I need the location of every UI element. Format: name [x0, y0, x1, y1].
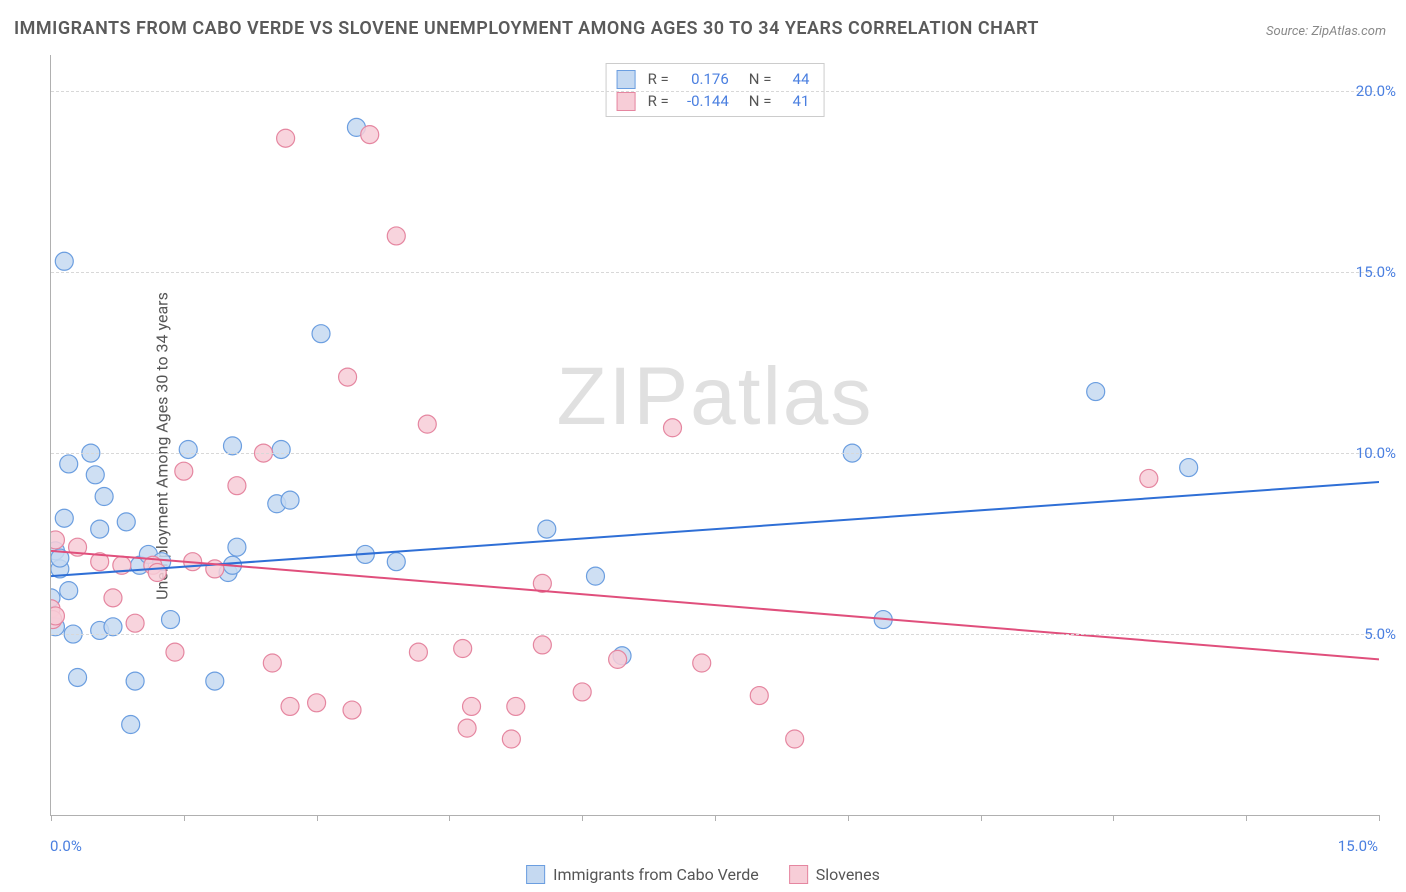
data-point — [263, 654, 281, 672]
data-point — [126, 614, 144, 632]
data-point — [750, 687, 768, 705]
data-point — [122, 716, 140, 734]
data-point — [418, 415, 436, 433]
data-point — [454, 640, 472, 658]
x-tick — [317, 815, 318, 821]
data-point — [166, 643, 184, 661]
data-point — [693, 654, 711, 672]
legend-item-series-2: Slovenes — [789, 865, 880, 884]
data-point — [361, 126, 379, 144]
legend-label-series-2: Slovenes — [816, 865, 880, 884]
x-tick — [1113, 815, 1114, 821]
data-point — [573, 683, 591, 701]
data-point — [55, 252, 73, 270]
data-point — [308, 694, 326, 712]
data-point — [343, 701, 361, 719]
x-tick — [981, 815, 982, 821]
data-point — [458, 719, 476, 737]
data-point — [1087, 383, 1105, 401]
data-point — [51, 531, 64, 549]
data-point — [281, 491, 299, 509]
data-point — [502, 730, 520, 748]
source-label: Source: — [1266, 24, 1311, 39]
chart-svg-layer — [51, 55, 1379, 815]
x-tick-label: 15.0% — [1338, 837, 1378, 855]
data-point — [55, 509, 73, 527]
data-point — [1180, 459, 1198, 477]
data-point — [86, 466, 104, 484]
data-point — [538, 520, 556, 538]
data-point — [281, 697, 299, 715]
source-value: ZipAtlas.com — [1311, 24, 1386, 39]
x-tick — [1246, 815, 1247, 821]
data-point — [463, 697, 481, 715]
data-point — [69, 668, 87, 686]
data-point — [175, 462, 193, 480]
data-point — [179, 440, 197, 458]
x-tick — [1379, 815, 1380, 821]
data-point — [104, 589, 122, 607]
source-citation: Source: ZipAtlas.com — [1266, 24, 1386, 39]
data-point — [277, 129, 295, 147]
trend-line — [51, 482, 1379, 576]
x-tick-label: 0.0% — [50, 837, 82, 855]
x-tick — [582, 815, 583, 821]
data-point — [387, 553, 405, 571]
gridline — [51, 91, 1379, 92]
y-tick-label: 20.0% — [1356, 82, 1396, 100]
legend-swatch-series-1 — [526, 865, 545, 884]
data-point — [126, 672, 144, 690]
data-point — [786, 730, 804, 748]
gridline — [51, 272, 1379, 273]
data-point — [51, 607, 64, 625]
data-point — [586, 567, 604, 585]
chart-plot-area: ZIPatlas R = 0.176 N = 44 R = -0.144 N =… — [50, 55, 1379, 816]
data-point — [117, 513, 135, 531]
gridline — [51, 453, 1379, 454]
data-point — [339, 368, 357, 386]
legend-bottom: Immigrants from Cabo Verde Slovenes — [526, 865, 880, 884]
x-tick — [184, 815, 185, 821]
data-point — [60, 455, 78, 473]
data-point — [609, 650, 627, 668]
data-point — [507, 697, 525, 715]
data-point — [148, 564, 166, 582]
x-tick — [715, 815, 716, 821]
data-point — [312, 325, 330, 343]
data-point — [272, 440, 290, 458]
y-tick-label: 10.0% — [1356, 444, 1396, 462]
x-tick — [449, 815, 450, 821]
data-point — [60, 582, 78, 600]
data-point — [162, 611, 180, 629]
y-tick-label: 5.0% — [1364, 625, 1396, 643]
data-point — [409, 643, 427, 661]
x-tick — [51, 815, 52, 821]
legend-item-series-1: Immigrants from Cabo Verde — [526, 865, 759, 884]
y-tick-label: 15.0% — [1356, 263, 1396, 281]
data-point — [228, 477, 246, 495]
legend-label-series-1: Immigrants from Cabo Verde — [553, 865, 759, 884]
data-point — [228, 538, 246, 556]
data-point — [206, 672, 224, 690]
data-point — [91, 520, 109, 538]
data-point — [206, 560, 224, 578]
legend-swatch-series-2 — [789, 865, 808, 884]
chart-title: IMMIGRANTS FROM CABO VERDE VS SLOVENE UN… — [14, 18, 1039, 39]
data-point — [664, 419, 682, 437]
data-point — [1140, 469, 1158, 487]
data-point — [533, 636, 551, 654]
trend-line — [51, 551, 1379, 660]
data-point — [387, 227, 405, 245]
gridline — [51, 634, 1379, 635]
data-point — [95, 488, 113, 506]
x-tick — [848, 815, 849, 821]
